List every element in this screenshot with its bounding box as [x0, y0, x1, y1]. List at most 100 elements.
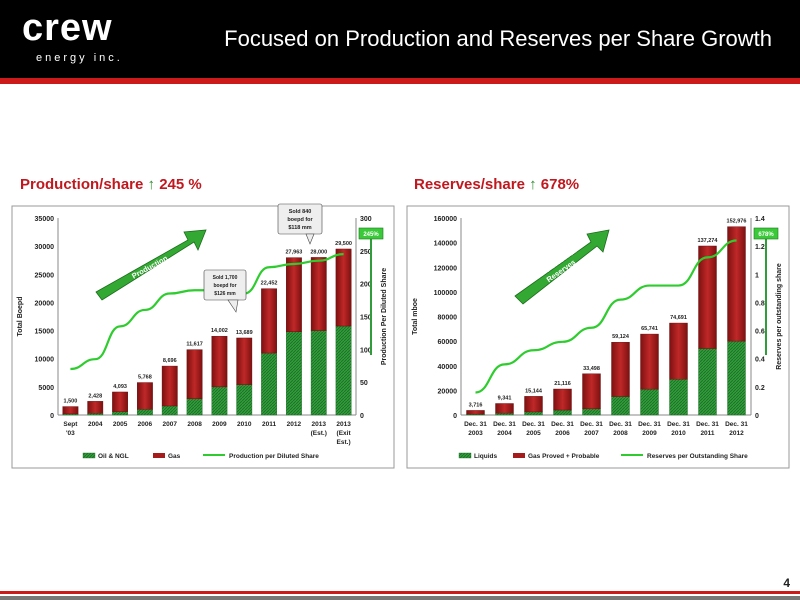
bar-segment-liquids — [524, 411, 543, 416]
reserves-section-title: Reserves/share ↑ 678% — [414, 176, 579, 193]
y2-axis-title: Reserves per outstanding share — [776, 263, 783, 370]
y2-tick-label: 0 — [755, 413, 759, 420]
legend-label: Liquids — [474, 453, 497, 460]
bar-total-label: 28,000 — [310, 249, 327, 255]
bar-segment-gas — [698, 245, 717, 349]
crew-logo: crew energy inc. — [22, 8, 132, 70]
y2-tick-label: 0.6 — [755, 329, 765, 336]
bar-total-label: 15,144 — [525, 388, 543, 394]
bar-total-label: 137,274 — [698, 238, 719, 244]
y2-tick-label: 0.2 — [755, 385, 765, 392]
y-tick-label: 40000 — [438, 364, 458, 371]
bar-segment-gas — [466, 410, 485, 415]
production-growth-value: 245 % — [159, 176, 202, 193]
x-tick-label: Dec. 31 — [464, 421, 487, 428]
bar-segment-liquids — [582, 408, 601, 416]
bar-segment-gas — [611, 342, 630, 397]
bar-total-label: 74,691 — [670, 315, 687, 321]
bar-total-label: 2,428 — [88, 393, 102, 399]
y-tick-label: 5000 — [38, 385, 54, 392]
production-title-text: Production/share — [20, 176, 144, 193]
page-title: Focused on Production and Reserves per S… — [224, 26, 772, 51]
bar-segment-liquids — [611, 396, 630, 416]
production-section-title: Production/share ↑ 245 % — [20, 176, 202, 193]
y-tick-label: 0 — [50, 413, 54, 420]
bar-segment-oil-ngl — [186, 398, 203, 416]
bar-total-label: 8,696 — [163, 358, 177, 364]
bar-segment-oil-ngl — [137, 409, 153, 416]
x-tick-label: 2007 — [163, 421, 178, 428]
x-tick-label: 2012 — [729, 430, 744, 437]
callout-text: $126 mm — [214, 291, 236, 297]
x-tick-label: 2008 — [613, 430, 628, 437]
bar-total-label: 29,500 — [335, 241, 352, 247]
growth-badge-label: 678% — [758, 232, 774, 238]
reserves-chart-svg: 0 20000 40000 60000 80000 100000 120000 140000 1… — [406, 205, 790, 469]
x-tick-label: 2009 — [642, 430, 657, 437]
bar-segment-gas — [495, 403, 514, 414]
growth-badge-label: 245% — [363, 232, 379, 238]
x-tick-label: Dec. 31 — [580, 421, 603, 428]
y-tick-label: 20000 — [35, 300, 55, 307]
chart-frame — [11, 205, 395, 469]
callout-text: Sold 1,700 — [213, 275, 238, 281]
bar-total-label: 13,689 — [236, 330, 253, 336]
y2-axis-title: Production Per Diluted Share — [381, 268, 388, 365]
bar-total-label: 27,963 — [286, 250, 303, 256]
x-tick-label: 2006 — [555, 430, 570, 437]
bar-segment-oil-ngl — [161, 405, 178, 416]
cagr-arrow-icon — [514, 229, 610, 305]
x-tick-label: Est.) — [337, 439, 351, 446]
y2-tick-label: 300 — [360, 216, 372, 223]
y-tick-label: 15000 — [35, 329, 55, 336]
bar-segment-gas — [62, 406, 79, 415]
y2-tick-label: 100 — [360, 347, 372, 354]
bar-segment-gas — [186, 349, 203, 399]
y-tick-label: 160000 — [434, 216, 457, 223]
bar-segment-liquids — [669, 379, 688, 416]
logo-subtitle: energy inc. — [36, 52, 123, 64]
x-tick-label: '03 — [66, 430, 75, 437]
bar-segment-gas — [553, 388, 572, 411]
bar-segment-liquids — [698, 348, 717, 416]
bar-segment-oil-ngl — [335, 325, 352, 416]
y-tick-label: 0 — [453, 413, 457, 420]
bar-segment-liquids — [553, 409, 572, 416]
y2-tick-label: 250 — [360, 249, 372, 256]
bar-segment-liquids — [495, 412, 514, 416]
x-tick-label: Dec. 31 — [725, 421, 748, 428]
y2-tick-label: 0.8 — [755, 300, 765, 307]
legend-label: Gas Proved + Probable — [528, 453, 600, 460]
callout-pointer — [305, 233, 315, 245]
up-arrow-icon: ↑ — [147, 176, 156, 193]
bar-segment-gas — [261, 288, 277, 354]
x-tick-label: 2004 — [88, 421, 103, 428]
callout-text: $118 mm — [288, 225, 311, 231]
bar-segment-gas — [211, 335, 228, 388]
bar-segment-gas — [582, 373, 601, 410]
bar-segment-oil-ngl — [112, 411, 128, 416]
x-tick-label: 2008 — [187, 421, 202, 428]
y2-tick-label: 0 — [360, 413, 364, 420]
bar-segment-gas — [669, 322, 688, 380]
x-tick-label: Dec. 31 — [638, 421, 661, 428]
x-tick-label: 2005 — [526, 430, 541, 437]
bar-total-label: 3,716 — [469, 402, 483, 408]
x-tick-label: 2007 — [584, 430, 599, 437]
bar-segment-oil-ngl — [286, 331, 302, 416]
bar-total-label: 11,617 — [186, 342, 203, 348]
up-arrow-icon: ↑ — [529, 176, 537, 193]
x-tick-label: 2010 — [671, 430, 686, 437]
x-tick-label: 2010 — [237, 421, 252, 428]
bar-segment-gas — [335, 248, 352, 327]
reserves-chart: 0 20000 40000 60000 80000 100000 120000 140000 1… — [403, 200, 793, 475]
legend-label: Reserves per Outstanding Share — [647, 453, 748, 460]
y-tick-label: 25000 — [35, 272, 55, 279]
bar-segment-oil-ngl — [261, 352, 277, 416]
growth-badge — [753, 227, 779, 240]
x-tick-label: 2011 — [700, 430, 714, 437]
legend-swatch-green — [82, 452, 96, 459]
x-tick-label: Dec. 31 — [609, 421, 632, 428]
y-tick-label: 140000 — [434, 241, 457, 248]
bar-total-label: 22,452 — [261, 281, 278, 287]
